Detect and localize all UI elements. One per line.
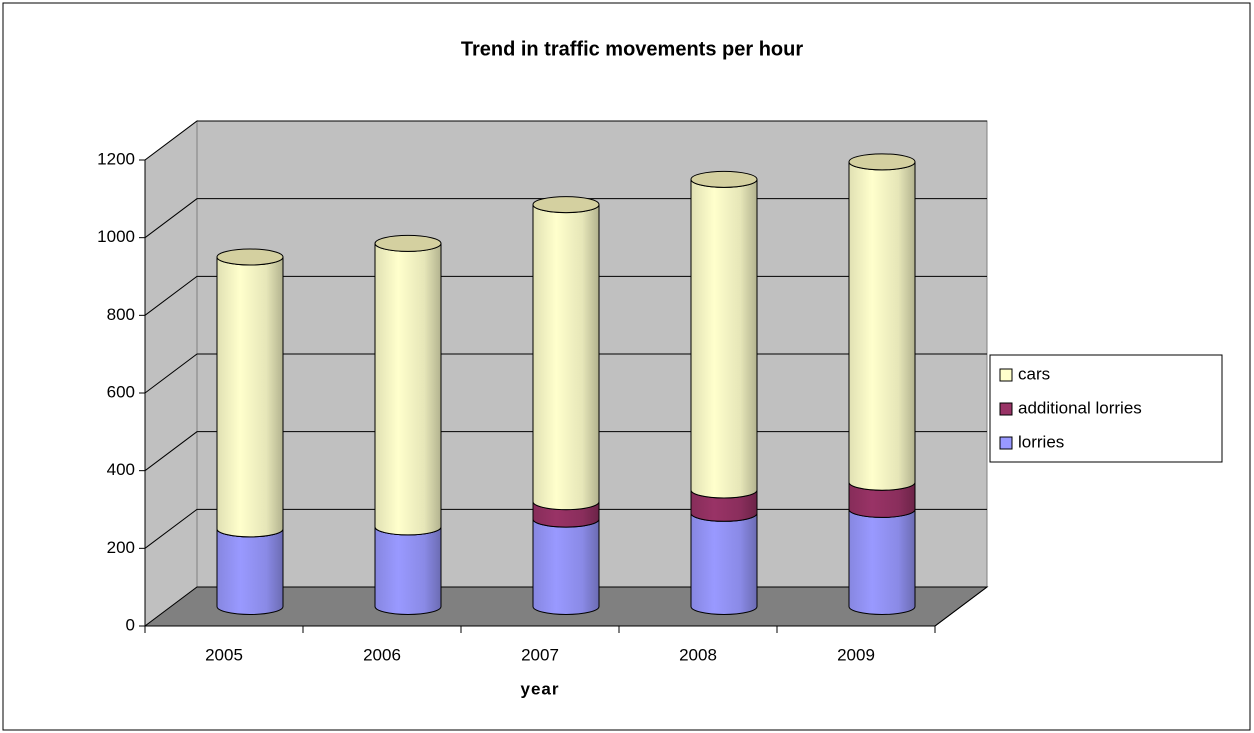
grid-line [144,120,987,161]
x-tick-label: 2006 [363,645,401,664]
cylinder-top [216,248,284,266]
cylinder-segment [848,482,916,518]
cylinder-segment [690,179,758,499]
cylinder-segment [532,519,600,615]
legend-swatch [999,368,1013,382]
cylinder-segment [690,489,758,522]
cylinder-segment [532,204,600,511]
cylinder-segment [848,509,916,615]
legend-box [989,354,1223,463]
cylinder-segment [690,513,758,615]
cylinder-top [374,234,442,252]
legend-swatch [999,402,1013,416]
y-tick-label: 400 [107,460,135,479]
legend-swatch [999,436,1013,450]
cylinder-segment [216,528,284,615]
legend-label: lorries [1018,432,1064,451]
cylinder-segment [374,526,442,615]
cylinder-segment [374,243,442,536]
cylinder-top [848,153,916,171]
y-tick-label: 1000 [97,227,135,246]
x-axis-label: year [521,679,560,698]
cylinder-segment [216,256,284,538]
y-tick-label: 200 [107,538,135,557]
cylinder-top [690,170,758,188]
y-tick-label: 1200 [97,149,135,168]
x-tick-label: 2007 [521,645,559,664]
x-axis-depth [934,586,988,627]
legend-label: cars [1018,364,1050,383]
x-tick-label: 2009 [837,645,875,664]
y-tick-label: 600 [107,382,135,401]
chart-title: Trend in traffic movements per hour [461,38,804,60]
y-tick-label: 0 [126,615,135,634]
y-tick-label: 800 [107,305,135,324]
x-tick-label: 2008 [679,645,717,664]
cylinder-top [532,196,600,214]
cylinder-segment [848,161,916,491]
x-tick-label: 2005 [205,645,243,664]
legend-label: additional lorries [1018,398,1142,417]
